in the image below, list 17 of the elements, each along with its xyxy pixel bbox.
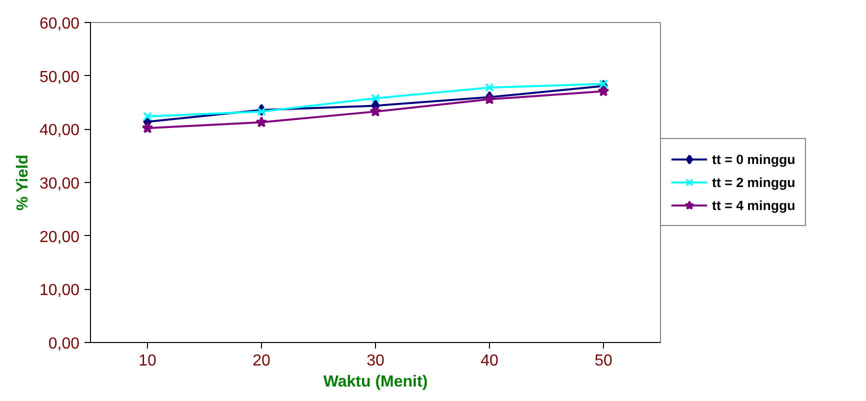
x-tick-label: 30 xyxy=(366,352,384,370)
y-tick-label: 50,00 xyxy=(39,68,80,86)
x-tick-label: 20 xyxy=(252,352,270,370)
y-tick-label: 20,00 xyxy=(39,228,80,246)
y-tick-label: 40,00 xyxy=(39,122,80,140)
x-tick-label: 50 xyxy=(594,352,612,370)
y-tick-label: 30,00 xyxy=(39,176,80,192)
y-tick-label: 0,00 xyxy=(48,336,80,352)
x-axis-title: Waktu (Menit) xyxy=(323,374,428,390)
y-tick-label: 60,00 xyxy=(39,16,80,32)
y-tick-label: 10,00 xyxy=(39,282,80,300)
legend-label: tt = 2 minggu xyxy=(712,174,796,190)
y-axis-title: % Yield xyxy=(14,154,32,211)
legend-label: tt = 0 minggu xyxy=(712,152,796,166)
x-tick-label: 40 xyxy=(480,352,498,370)
legend-label: tt = 4 minggu xyxy=(712,198,796,212)
x-tick-label: 10 xyxy=(138,352,156,370)
